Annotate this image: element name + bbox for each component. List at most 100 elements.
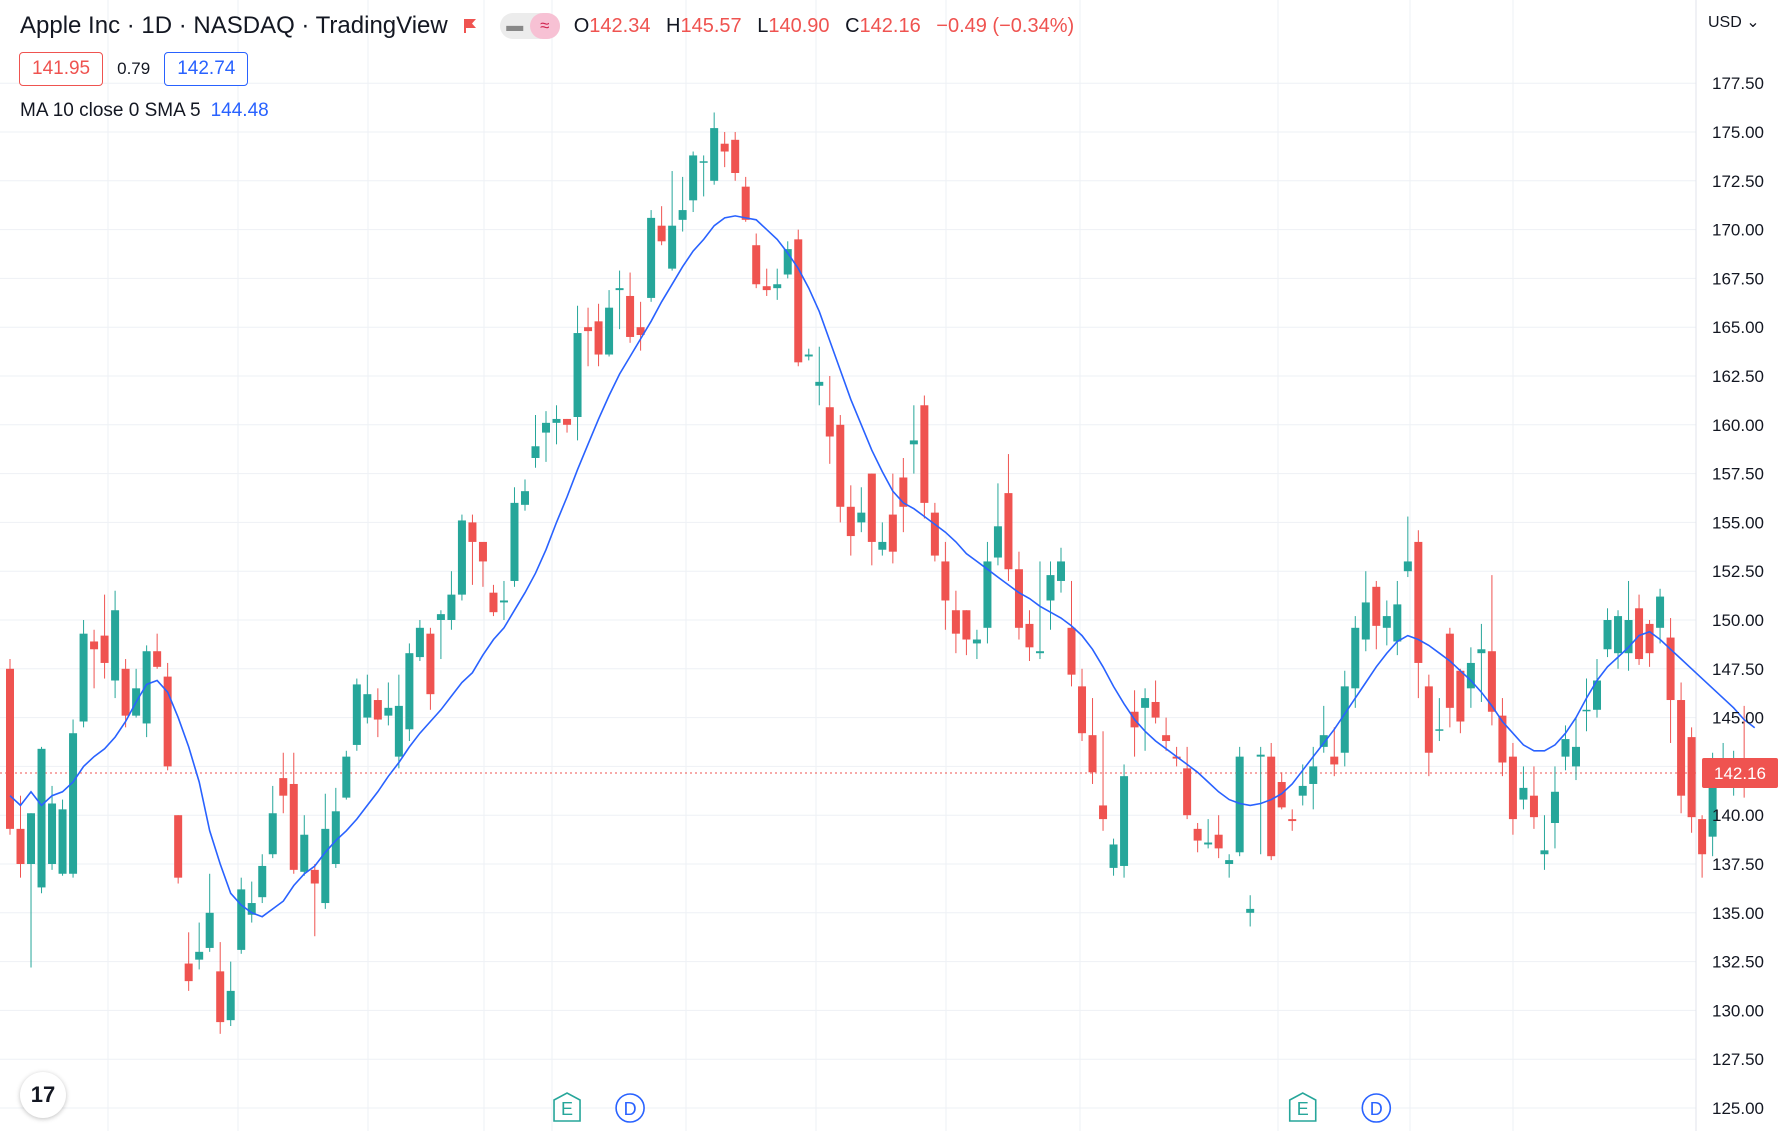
candle [815, 346, 824, 406]
candle [1645, 620, 1654, 667]
candle-body [1656, 596, 1665, 628]
candle [1435, 698, 1444, 742]
flag-icon[interactable] [462, 18, 478, 34]
candle [184, 932, 193, 991]
dividend-marker[interactable]: D [615, 1093, 645, 1123]
candle-body [279, 778, 288, 796]
tradingview-logo-icon[interactable]: 17 [20, 1072, 66, 1118]
candle [888, 473, 897, 564]
candle [668, 171, 677, 271]
wave-icon[interactable]: ≈ [529, 13, 560, 39]
candle-body [1225, 860, 1234, 864]
candle [1288, 809, 1297, 831]
candle [584, 307, 593, 367]
candle-body [247, 903, 256, 915]
candle [1235, 746, 1244, 857]
candle-body [951, 610, 960, 634]
candle [878, 522, 887, 556]
candle [1687, 727, 1696, 833]
candle [478, 541, 487, 587]
candle [247, 881, 256, 923]
candle-body [1477, 649, 1486, 654]
candle [1498, 698, 1507, 777]
candle-body [447, 594, 456, 620]
candle-body [1141, 698, 1150, 708]
candle-body [478, 541, 487, 562]
candle-body [678, 210, 687, 220]
candle-body [1393, 604, 1402, 642]
candle-body [1361, 602, 1370, 640]
indicator-legend[interactable]: MA 10 close 0 SMA 5 144.48 [20, 100, 269, 122]
candle [27, 813, 36, 968]
candle [857, 487, 866, 533]
candle-body [1120, 776, 1129, 866]
candle-body [699, 161, 708, 163]
y-tick-label: 157.50 [1712, 465, 1764, 484]
symbol-title[interactable]: Apple Inc · 1D · NASDAQ · TradingView [20, 12, 448, 39]
sell-price-button[interactable]: 141.95 [19, 52, 104, 86]
candle [1519, 766, 1528, 810]
candle-body [90, 641, 99, 650]
buy-price-button[interactable]: 142.74 [164, 52, 249, 86]
candle-body [1004, 493, 1013, 570]
candle-body [1172, 756, 1181, 759]
candle-body [1235, 756, 1244, 853]
candle [762, 268, 771, 296]
low-value: 140.90 [768, 14, 830, 37]
candle [563, 418, 572, 433]
candle-body [321, 828, 330, 904]
candle-body [1267, 756, 1276, 857]
candle-body [1204, 842, 1213, 845]
candle-body [888, 514, 897, 552]
currency-selector[interactable]: USD ⌄ [1708, 12, 1760, 32]
candle [436, 610, 445, 660]
candle-body [1014, 569, 1023, 628]
candle [731, 132, 740, 181]
logo-text: 17 [30, 1082, 56, 1107]
candle [468, 514, 477, 585]
y-tick-label: 167.50 [1712, 269, 1764, 288]
candle [941, 541, 950, 630]
candle-body [815, 381, 824, 386]
candle-body [657, 225, 666, 242]
candle [825, 376, 834, 464]
candle-body [1498, 715, 1507, 763]
candle [1120, 764, 1129, 878]
candle [258, 854, 267, 904]
candle [1529, 766, 1538, 829]
candle [1582, 678, 1591, 732]
currency-label: USD [1708, 14, 1742, 31]
candle-body [58, 809, 67, 874]
earnings-marker[interactable]: E [553, 1092, 581, 1122]
candle [79, 620, 88, 728]
candle-body [563, 418, 572, 425]
candle [1414, 530, 1423, 699]
candle [121, 659, 130, 728]
candle [373, 688, 382, 738]
candles [6, 112, 1749, 1034]
candle [384, 682, 393, 726]
candle [1046, 561, 1055, 630]
hide-icon[interactable]: ▬ [506, 16, 524, 35]
candle [1571, 717, 1580, 781]
candle [1382, 600, 1391, 646]
candle [1635, 594, 1644, 665]
candle-body [436, 614, 445, 620]
price-axis[interactable]: 125.00 127.50 130.00 132.50 135.00 137.50 140.… [1712, 74, 1764, 1118]
candle [352, 678, 361, 751]
dividend-marker[interactable]: D [1361, 1093, 1392, 1123]
candle [1540, 815, 1549, 870]
visibility-toggle[interactable]: ▬ ≈ [499, 13, 560, 39]
candle [226, 961, 235, 1027]
candle-body [1340, 686, 1349, 753]
earnings-marker[interactable]: E [1288, 1092, 1317, 1122]
candle [1656, 588, 1665, 644]
candle [710, 112, 719, 185]
candle [48, 785, 57, 870]
candle-body [1645, 623, 1654, 654]
candle-body [1088, 735, 1097, 773]
candle [237, 877, 246, 954]
event-label: E [1297, 1099, 1309, 1119]
